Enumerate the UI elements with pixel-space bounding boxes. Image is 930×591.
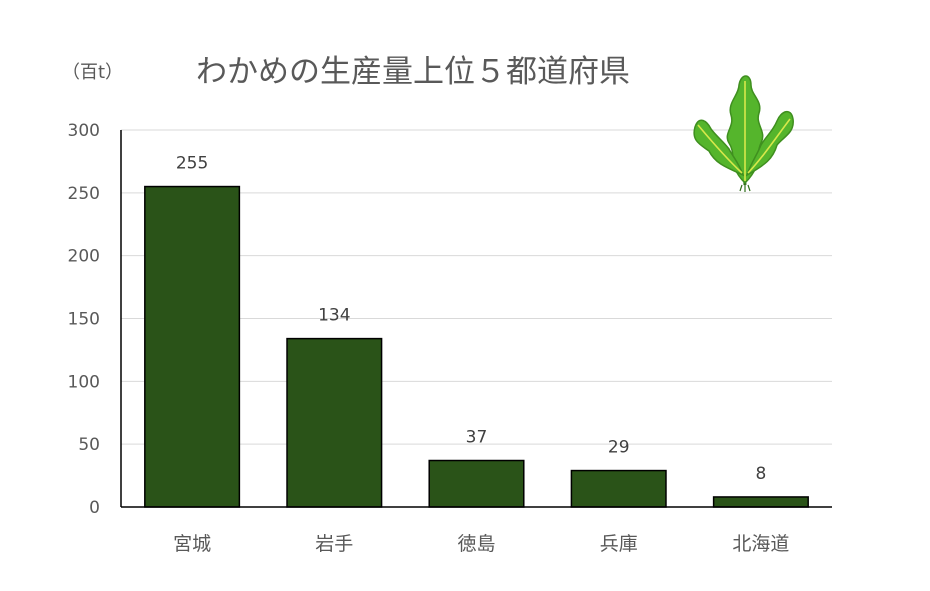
x-category-label: 兵庫 [600,533,638,555]
y-tick-label: 150 [68,310,100,330]
y-tick-label: 50 [78,435,100,455]
data-label: 37 [466,428,488,448]
y-tick-label: 0 [89,498,100,518]
data-label: 29 [608,438,630,458]
chart-title: わかめの生産量上位５都道府県 [196,54,630,90]
x-category-label: 北海道 [732,533,789,555]
data-labels: 255 134 37 29 8 [176,154,766,484]
wakame-seaweed-icon [693,75,794,192]
seaweed-vein-left [697,124,743,174]
x-category-label: 岩手 [315,533,353,555]
x-category-label: 宮城 [173,533,211,555]
data-label: 134 [318,306,350,326]
y-tick-label: 200 [68,247,100,267]
seaweed-vein-right [747,118,791,174]
data-label: 255 [176,154,208,174]
bars [144,185,809,508]
y-tick-labels: 0 50 100 150 200 250 300 [68,121,100,518]
data-label: 8 [755,464,766,484]
bar [144,185,241,508]
bar [286,337,383,508]
y-tick-label: 250 [68,184,100,204]
bar [570,469,667,508]
x-category-labels: 宮城 岩手 徳島 兵庫 北海道 [173,533,789,555]
bar [428,459,525,508]
y-unit-label: （百t） [62,62,123,83]
y-tick-label: 100 [68,372,100,392]
bar [712,496,809,508]
seaweed-roots [739,184,751,192]
seaweed-frond-right [745,110,794,177]
y-tick-label: 300 [68,121,100,141]
x-category-label: 徳島 [457,533,495,555]
axes [120,130,832,508]
